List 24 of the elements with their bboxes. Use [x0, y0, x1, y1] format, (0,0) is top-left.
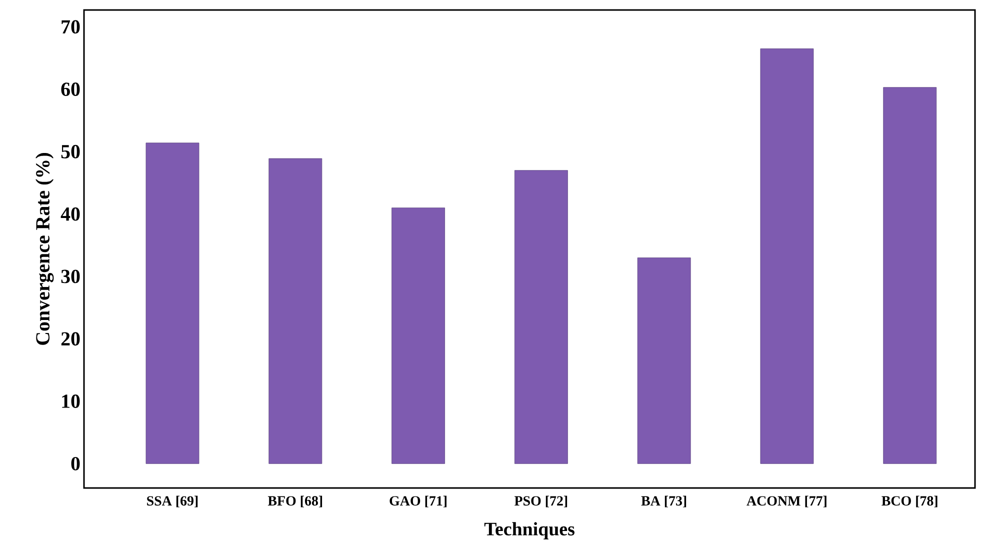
- x-tick-label: BFO [68]: [268, 496, 322, 508]
- x-tick-label: SSA [69]: [147, 496, 198, 508]
- y-tick-label: 30: [61, 270, 80, 284]
- y-tick-label: 0: [71, 456, 80, 470]
- x-tick-label: PSO [72]: [514, 496, 568, 508]
- y-tick-label: 10: [62, 394, 80, 408]
- bar: [637, 258, 691, 464]
- bar: [760, 48, 814, 464]
- bar: [146, 142, 200, 464]
- y-tick-label: 70: [62, 20, 80, 34]
- y-tick-label: 50: [61, 144, 80, 158]
- bar: [514, 170, 568, 464]
- y-axis-title: Convergence Rate (%): [35, 153, 54, 345]
- bar: [268, 158, 322, 464]
- bar: [883, 87, 937, 464]
- y-tick-label: 60: [61, 82, 80, 96]
- x-tick-label: ACONM [77]: [746, 496, 826, 508]
- x-axis-title: Techniques: [484, 522, 574, 540]
- x-tick-label: GAO [71]: [390, 496, 446, 508]
- x-tick-label: BA [73]: [641, 496, 686, 508]
- bar: [392, 208, 445, 464]
- x-tick-label: BCO [78]: [882, 496, 938, 508]
- y-tick-label: 40: [60, 207, 80, 221]
- y-tick-label: 20: [61, 332, 80, 346]
